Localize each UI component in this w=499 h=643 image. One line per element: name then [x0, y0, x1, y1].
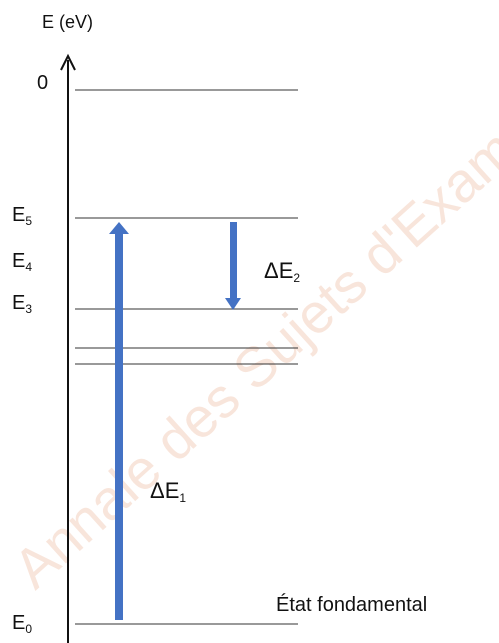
level-e4-index: 4 [25, 260, 33, 274]
level-e3-label: E3 [12, 292, 32, 316]
delta-e2-arrow-shaft [230, 222, 237, 298]
ground-state-label: État fondamental [276, 594, 428, 616]
delta-e1-arrow-shaft [115, 232, 123, 620]
level-e0-index: 0 [25, 622, 33, 636]
level-e3-letter: E [12, 292, 26, 314]
energy-axis-label: E (eV) [42, 12, 94, 32]
level-e5-label: E5 [12, 204, 32, 228]
level-e0-label: E0 [12, 612, 32, 636]
delta-e2-arrow-head [225, 298, 241, 310]
level-e5-letter: E [12, 204, 26, 226]
delta-e1-label: ΔE1 [150, 478, 186, 505]
delta-e1-arrow-head [109, 222, 129, 234]
delta-e1-prefix: ΔE [150, 478, 180, 503]
delta-e2-label: ΔE2 [264, 258, 300, 285]
level-e4-letter: E [12, 250, 26, 272]
level-zero-label: 0 [37, 72, 49, 94]
energy-axis-arrowhead [60, 53, 76, 71]
delta-e1-index: 1 [179, 491, 187, 505]
delta-e2-prefix: ΔE [264, 258, 294, 283]
level-e4-label: E4 [12, 250, 32, 274]
level-e5-index: 5 [25, 214, 33, 228]
level-e3-index: 3 [25, 302, 33, 316]
level-e0-letter: E [12, 612, 26, 634]
delta-e2-index: 2 [293, 271, 301, 285]
